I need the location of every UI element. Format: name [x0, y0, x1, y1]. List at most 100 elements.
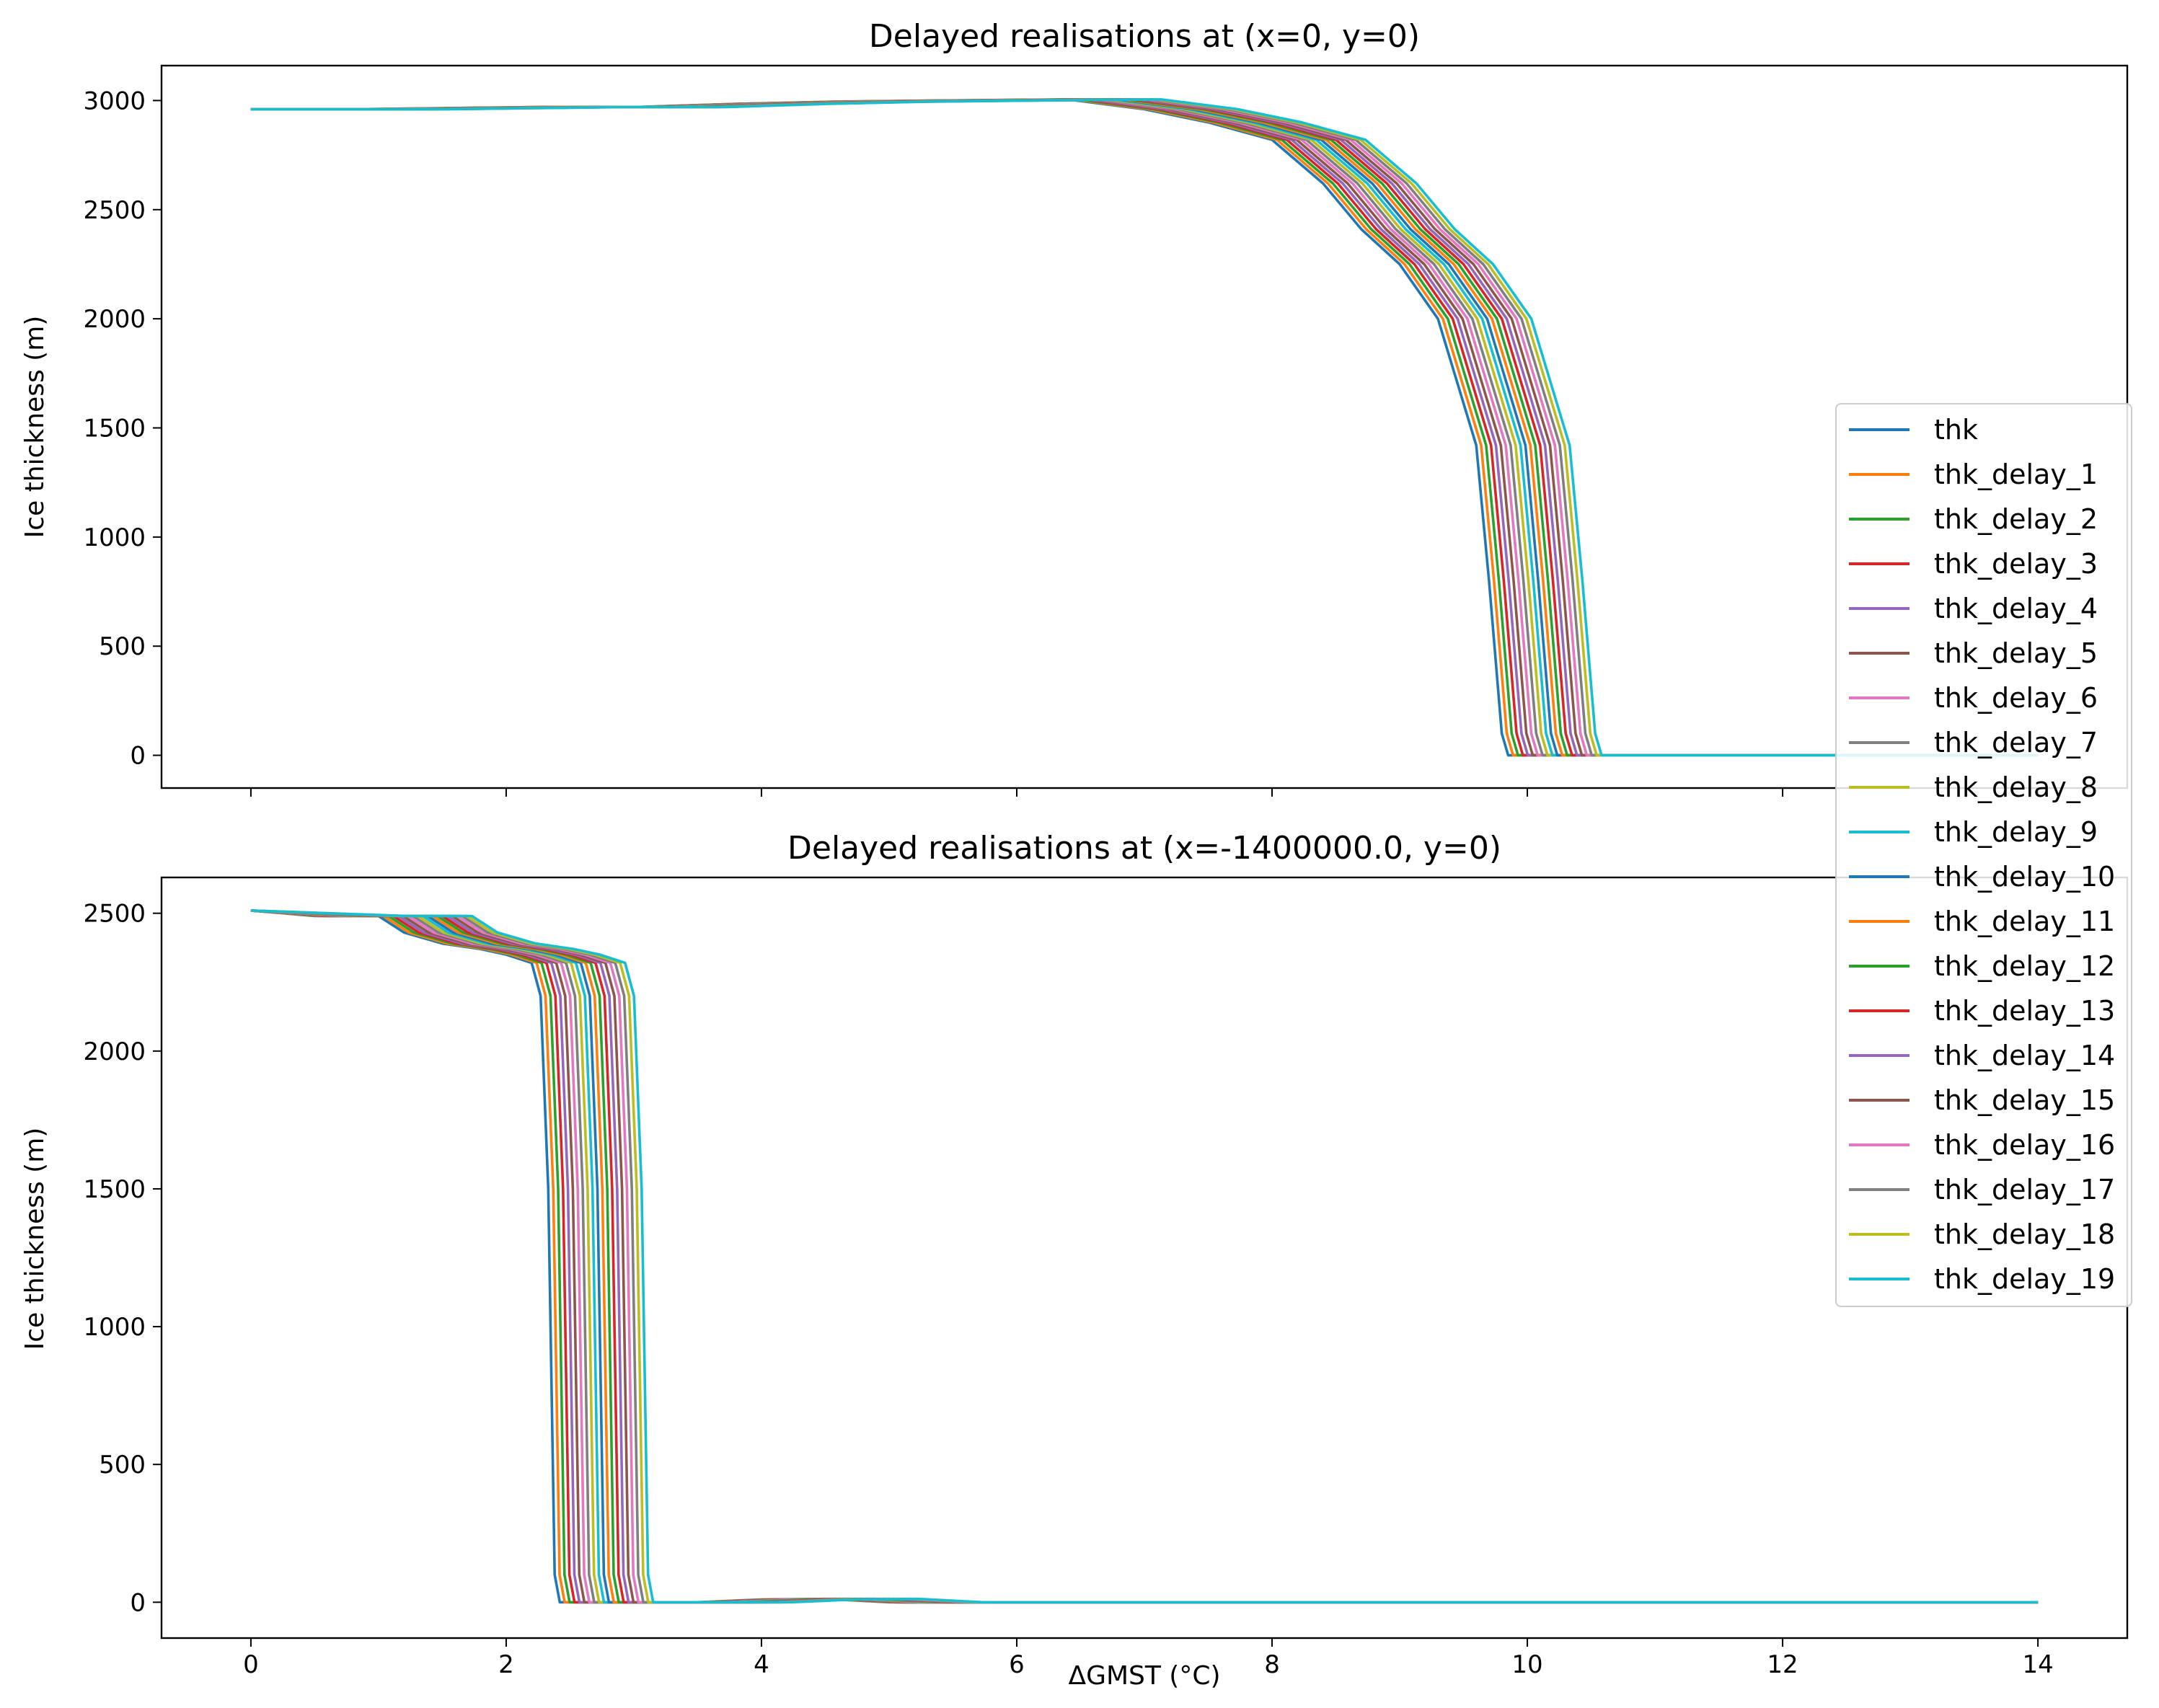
legend: thk thk_delay_1 thk_delay_2 thk_delay_3 thk_…	[1835, 403, 2132, 1307]
top-line-thk-delay-2	[250, 98, 2039, 757]
legend-label: thk_delay_6	[1934, 682, 2098, 714]
legend-label: thk_delay_15	[1934, 1084, 2115, 1116]
bottom-series-lines	[250, 909, 2039, 1604]
bottom-line-thk-delay-14	[250, 909, 2039, 1604]
bottom-x-tick-label: 0	[243, 1650, 259, 1679]
legend-entry-thk-delay-12: thk_delay_12	[1849, 950, 2115, 982]
legend-entry-thk-delay-9: thk_delay_9	[1849, 816, 2098, 848]
bottom-x-tick-label: 10	[1511, 1650, 1542, 1679]
top-y-tick-label: 3000	[83, 87, 146, 115]
top-y-tick-label: 1500	[83, 415, 146, 443]
legend-box	[1835, 403, 2132, 1307]
legend-entry-thk-delay-10: thk_delay_10	[1849, 861, 2115, 893]
bottom-y-tick-label: 2500	[83, 900, 146, 929]
top-line-thk-delay-17	[250, 98, 2039, 757]
bottom-line-thk-delay-1	[250, 909, 2039, 1604]
bottom-line-thk-delay-4	[250, 909, 2039, 1604]
top-line-thk-delay-18	[250, 98, 2039, 757]
top-y-tick-label: 0	[130, 742, 146, 771]
top-line-thk	[250, 98, 2039, 757]
bottom-line-thk-delay-18	[250, 909, 2039, 1604]
legend-label: thk_delay_11	[1934, 906, 2115, 937]
legend-entry-thk-delay-2: thk_delay_2	[1849, 503, 2098, 535]
legend-label: thk_delay_16	[1934, 1129, 2115, 1161]
legend-entry-thk-delay-11: thk_delay_11	[1849, 906, 2115, 937]
legend-entry-thk-delay-5: thk_delay_5	[1849, 637, 2098, 669]
top-y-tick-label: 2500	[83, 196, 146, 225]
legend-label: thk_delay_9	[1934, 816, 2098, 848]
legend-label: thk_delay_10	[1934, 861, 2115, 893]
bottom-line-thk-delay-10	[250, 909, 2039, 1604]
legend-label: thk_delay_3	[1934, 548, 2098, 580]
top-line-thk-delay-6	[250, 98, 2039, 757]
top-line-thk-delay-16	[250, 98, 2039, 757]
legend-entry-thk-delay-16: thk_delay_16	[1849, 1129, 2115, 1161]
bottom-x-tick-label: 8	[1264, 1650, 1280, 1679]
legend-label: thk_delay_1	[1934, 459, 2098, 490]
bottom-line-thk	[250, 909, 2039, 1604]
bottom-x-tick-label: 6	[1009, 1650, 1025, 1679]
bottom-panel: Delayed realisations at (x=-1400000.0, y…	[20, 830, 2129, 1691]
legend-entry-thk-delay-14: thk_delay_14	[1849, 1040, 2115, 1071]
legend-label: thk_delay_18	[1934, 1218, 2115, 1250]
top-line-thk-delay-10	[250, 98, 2039, 757]
top-y-tick-label: 2000	[83, 305, 146, 334]
legend-label: thk_delay_4	[1934, 593, 2098, 624]
bottom-line-thk-delay-8	[250, 909, 2039, 1604]
top-line-thk-delay-4	[250, 98, 2039, 757]
bottom-x-tick-label: 4	[754, 1650, 769, 1679]
top-line-thk-delay-19	[250, 98, 2039, 757]
bottom-line-thk-delay-11	[250, 909, 2039, 1604]
bottom-y-tick-label: 500	[99, 1451, 146, 1479]
bottom-line-thk-delay-13	[250, 909, 2039, 1604]
legend-entry-thk: thk	[1849, 414, 1978, 446]
top-line-thk-delay-14	[250, 98, 2039, 757]
top-line-thk-delay-5	[250, 98, 2039, 757]
legend-entry-thk-delay-13: thk_delay_13	[1849, 995, 2115, 1027]
bottom-line-thk-delay-7	[250, 909, 2039, 1604]
legend-label: thk_delay_13	[1934, 995, 2115, 1027]
top-y-tick-label: 500	[99, 632, 146, 661]
top-line-thk-delay-13	[250, 98, 2039, 757]
top-line-thk-delay-3	[250, 98, 2039, 757]
legend-entry-thk-delay-7: thk_delay_7	[1849, 727, 2098, 758]
legend-entry-thk-delay-18: thk_delay_18	[1849, 1218, 2115, 1250]
legend-label: thk_delay_5	[1934, 637, 2098, 669]
x-axis-label: ΔGMST (°C)	[1068, 1661, 1220, 1691]
legend-label: thk_delay_8	[1934, 771, 2098, 803]
top-series-lines	[250, 98, 2039, 757]
bottom-line-thk-delay-15	[250, 909, 2039, 1604]
bottom-x-tick-label: 12	[1767, 1650, 1798, 1679]
top-panel: Delayed realisations at (x=0, y=0) Ice t…	[20, 18, 2129, 797]
bottom-line-thk-delay-6	[250, 909, 2039, 1604]
legend-entry-thk-delay-19: thk_delay_19	[1849, 1263, 2115, 1295]
bottom-line-thk-delay-19	[250, 909, 2039, 1604]
legend-label: thk_delay_17	[1934, 1174, 2115, 1205]
legend-label: thk	[1934, 414, 1978, 446]
bottom-line-thk-delay-5	[250, 909, 2039, 1604]
top-line-thk-delay-1	[250, 98, 2039, 757]
bottom-y-tick-label: 1500	[83, 1175, 146, 1204]
bottom-line-thk-delay-3	[250, 909, 2039, 1604]
legend-entry-thk-delay-8: thk_delay_8	[1849, 771, 2098, 803]
legend-entry-thk-delay-1: thk_delay_1	[1849, 459, 2098, 490]
legend-entry-thk-delay-4: thk_delay_4	[1849, 593, 2098, 624]
top-line-thk-delay-11	[250, 98, 2039, 757]
top-chart-title: Delayed realisations at (x=0, y=0)	[869, 18, 1420, 55]
top-y-tick-label: 1000	[83, 523, 146, 552]
legend-label: thk_delay_12	[1934, 950, 2115, 982]
bottom-y-tick-label: 0	[130, 1588, 146, 1617]
bottom-y-axis-label: Ice thickness (m)	[20, 1128, 50, 1350]
bottom-line-thk-delay-2	[250, 909, 2039, 1604]
top-line-thk-delay-7	[250, 98, 2039, 757]
top-line-thk-delay-9	[250, 98, 2039, 757]
bottom-line-thk-delay-12	[250, 909, 2039, 1604]
legend-label: thk_delay_19	[1934, 1263, 2115, 1295]
top-line-thk-delay-8	[250, 98, 2039, 757]
bottom-line-thk-delay-17	[250, 909, 2039, 1604]
legend-entry-thk-delay-17: thk_delay_17	[1849, 1174, 2115, 1205]
bottom-y-tick-label: 1000	[83, 1313, 146, 1342]
legend-label: thk_delay_2	[1934, 503, 2098, 535]
top-line-thk-delay-12	[250, 98, 2039, 757]
legend-label: thk_delay_14	[1934, 1040, 2115, 1071]
